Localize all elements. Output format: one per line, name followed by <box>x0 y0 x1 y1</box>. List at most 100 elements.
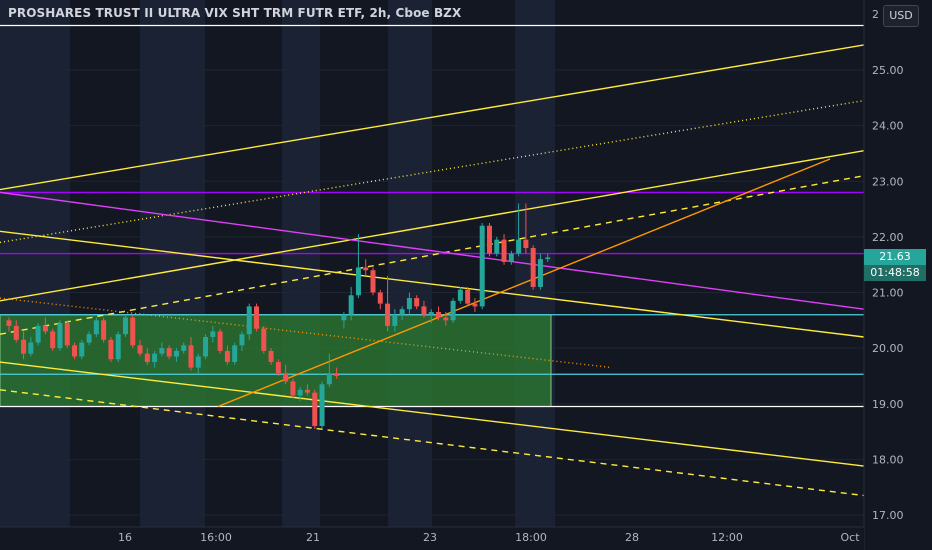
candle-body <box>494 239 500 254</box>
candle <box>13 320 19 343</box>
candle <box>195 353 201 374</box>
candle-body <box>290 381 296 396</box>
candle-body <box>42 325 48 332</box>
candle <box>152 350 158 368</box>
candle <box>188 337 194 371</box>
candle <box>35 323 41 346</box>
candle-body <box>35 325 41 343</box>
candle-body <box>254 306 260 329</box>
candle-body <box>486 225 492 254</box>
trendline <box>0 174 865 335</box>
candle <box>224 345 230 365</box>
candle <box>392 309 398 332</box>
candle-body <box>414 298 420 307</box>
candle <box>297 387 303 401</box>
candle-body <box>334 373 340 376</box>
candle <box>399 306 405 321</box>
candle <box>6 317 12 332</box>
candle-body <box>377 292 383 304</box>
candle <box>355 234 361 299</box>
trendline <box>0 191 865 310</box>
candle <box>465 286 471 307</box>
candle-body <box>363 267 369 271</box>
candle-body <box>326 373 332 385</box>
price-tick-label: 24.00 <box>872 120 904 133</box>
candle-body <box>93 320 99 335</box>
candle-body <box>479 225 485 307</box>
candle <box>501 234 507 265</box>
trendlines <box>0 44 865 497</box>
zone-rect <box>0 314 552 408</box>
candle-body <box>79 342 85 357</box>
candle-body <box>122 317 128 335</box>
candle <box>283 364 289 385</box>
candle-body <box>406 298 412 310</box>
candle-body <box>239 334 245 346</box>
candle <box>494 236 500 257</box>
candle-body <box>443 317 449 321</box>
session-band <box>140 0 205 527</box>
candle <box>246 303 252 340</box>
candle-body <box>86 334 92 343</box>
candle-body <box>21 339 27 354</box>
candle-body <box>159 348 165 354</box>
trendline <box>0 230 865 338</box>
candle-body <box>465 289 471 304</box>
trendline <box>0 361 865 467</box>
candle <box>21 331 27 360</box>
candle-body <box>152 353 158 363</box>
demand-zone <box>0 314 552 408</box>
candle-body <box>224 350 230 363</box>
candle-body <box>545 257 551 260</box>
candle <box>479 222 485 310</box>
candle <box>516 203 522 257</box>
candle-body <box>516 239 522 254</box>
candle <box>50 328 56 351</box>
candle-body <box>355 267 361 296</box>
price-tick-label: 19.00 <box>872 398 904 411</box>
candle-body <box>101 320 107 340</box>
candle-body <box>72 345 78 357</box>
candle <box>275 359 281 376</box>
candle <box>428 309 434 324</box>
currency-button[interactable]: USD <box>883 5 919 27</box>
candle-body <box>537 259 543 287</box>
trendline <box>0 44 865 191</box>
candle-body <box>385 303 391 326</box>
time-tick-label: 28 <box>625 531 639 544</box>
time-tick-label: 21 <box>306 531 320 544</box>
candle <box>79 339 85 360</box>
session-band <box>388 0 432 527</box>
candle <box>57 320 63 351</box>
candle <box>436 306 442 321</box>
candle-body <box>166 348 172 357</box>
candle <box>137 339 143 357</box>
candle-body <box>370 270 376 293</box>
candle <box>181 342 187 354</box>
candle-body <box>319 384 325 426</box>
candle <box>377 289 383 310</box>
price-tick-label: 17.00 <box>872 509 904 522</box>
candlesticks <box>6 203 551 429</box>
time-axis-bg <box>0 527 864 550</box>
candle-body <box>297 389 303 396</box>
candle <box>508 250 514 265</box>
candle-body <box>130 317 136 346</box>
candle <box>86 331 92 346</box>
candle-body <box>261 328 267 351</box>
bar-countdown-label: 01:48:58 <box>864 265 926 281</box>
price-tick-label: 23.00 <box>872 175 904 188</box>
candle <box>341 311 347 329</box>
candle-body <box>188 345 194 368</box>
candle <box>261 325 267 354</box>
candle <box>326 353 332 388</box>
candle-body <box>115 334 121 360</box>
candle <box>472 298 478 312</box>
candle <box>72 342 78 360</box>
candle <box>210 325 216 343</box>
candle <box>122 314 128 337</box>
candle-body <box>57 323 63 349</box>
candle-body <box>217 331 223 351</box>
time-tick-label: 16 <box>118 531 132 544</box>
